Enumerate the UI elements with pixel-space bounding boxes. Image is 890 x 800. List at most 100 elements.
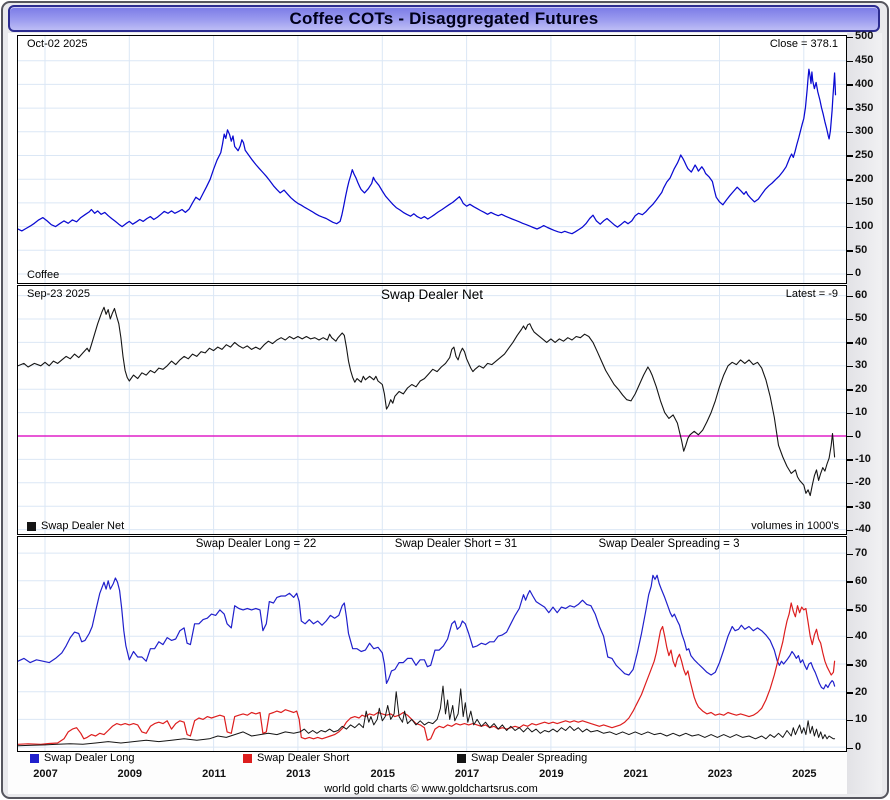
legend-item-swap-dealer-spreading: Swap Dealer Spreading: [457, 752, 587, 764]
legend-label: Swap Dealer Spreading: [471, 752, 588, 764]
y-tick-label: 10: [855, 406, 868, 419]
y-tick-label: 0: [855, 741, 862, 754]
x-tick-label-2011: 2011: [202, 768, 227, 780]
price-panel[interactable]: Oct-02 2025 Close = 378.1 Coffee: [17, 35, 847, 284]
x-tick-label-2009: 2009: [117, 768, 143, 780]
y-tick: [846, 84, 853, 86]
y-tick: [846, 506, 853, 508]
y-tick-label: 0: [855, 267, 862, 280]
y-tick: [846, 318, 853, 321]
positions-panel[interactable]: Swap Dealer Long = 22 Swap Dealer Short …: [17, 536, 847, 752]
legend-swatch: [243, 753, 252, 763]
x-tick-label-2021: 2021: [623, 768, 648, 780]
x-tick-label-2017: 2017: [454, 768, 480, 780]
y-tick-label: 0: [855, 429, 862, 442]
y-tick-label: 100: [855, 220, 874, 233]
net-panel[interactable]: Sep-23 2025 Swap Dealer Net Latest = -9 …: [17, 285, 847, 535]
y-tick: [846, 179, 853, 181]
y-tick-label: 450: [855, 54, 874, 67]
page-title: Coffee COTs - Disaggregated Futures: [289, 9, 599, 28]
price-symbol-label: Coffee: [27, 269, 60, 281]
title-bar: Coffee COTs - Disaggregated Futures: [8, 5, 880, 32]
y-tick: [846, 226, 853, 229]
y-tick-label: -20: [855, 476, 871, 489]
legend-item-swap-dealer-long: Swap Dealer Long: [30, 752, 135, 764]
y-tick-label: 10: [855, 713, 868, 726]
net-date-label: Sep-23 2025: [27, 288, 90, 300]
short-value-label: Swap Dealer Short = 31: [394, 538, 518, 550]
coffee-line: [18, 68, 837, 235]
y-tick-label: 40: [855, 335, 868, 348]
y-tick-label: -10: [855, 452, 871, 465]
y-tick-label: 60: [855, 289, 868, 302]
y-tick: [846, 482, 853, 485]
y-tick: [846, 60, 853, 63]
y-tick: [846, 273, 853, 276]
y-tick-label: 20: [855, 382, 868, 395]
y-tick-label: 60: [855, 574, 868, 587]
swap-dealer-net-line: [18, 306, 836, 497]
x-tick-label-2007: 2007: [33, 768, 58, 780]
y-tick-label: 500: [855, 30, 874, 43]
y-tick: [846, 553, 853, 556]
swap-dealer-spreading-line: [18, 685, 836, 747]
y-tick-label: 50: [855, 602, 868, 615]
legend-swatch: [30, 753, 39, 763]
legend-item-swap-dealer-short: Swap Dealer Short: [243, 752, 349, 764]
y-tick-label: 30: [855, 657, 868, 670]
footer-credit: world gold charts © www.goldchartsrus.co…: [324, 783, 538, 795]
y-tick: [846, 435, 853, 438]
y-tick-label: 40: [855, 630, 868, 643]
x-tick-label-2019: 2019: [539, 768, 564, 780]
y-tick-label: 150: [855, 196, 874, 209]
x-tick-label-2015: 2015: [370, 768, 395, 780]
net-chart[interactable]: [18, 286, 846, 534]
y-tick-label: 300: [855, 125, 874, 138]
y-tick: [846, 108, 853, 110]
y-tick: [846, 664, 853, 666]
y-tick: [846, 636, 853, 639]
y-tick-label: 50: [855, 312, 868, 325]
net-legend: Swap Dealer Net: [27, 520, 124, 532]
y-tick-label: 30: [855, 359, 868, 372]
y-tick: [846, 155, 853, 157]
y-tick-label: 350: [855, 101, 874, 114]
y-tick-label: 50: [855, 243, 868, 256]
y-tick: [846, 36, 853, 39]
y-tick-label: -40: [855, 523, 871, 536]
price-chart[interactable]: [18, 36, 846, 283]
x-tick-label-2013: 2013: [286, 768, 311, 780]
y-tick: [846, 581, 853, 583]
y-tick: [846, 131, 853, 134]
net-legend-label: Swap Dealer Net: [41, 520, 125, 532]
swap-dealer-long-line: [18, 574, 836, 690]
y-tick-label: 200: [855, 172, 874, 185]
y-tick: [846, 692, 853, 694]
net-latest-label: Latest = -9: [785, 288, 838, 300]
x-tick-label-2023: 2023: [707, 768, 733, 780]
price-date-label: Oct-02 2025: [27, 38, 88, 50]
x-tick-label-2025: 2025: [792, 768, 817, 780]
y-tick: [846, 719, 853, 722]
legend-swatch: [457, 753, 466, 763]
positions-chart[interactable]: [18, 537, 846, 751]
swap-dealer-short-line: [18, 602, 836, 745]
y-tick: [846, 295, 853, 298]
y-tick: [846, 342, 853, 344]
net-panel-title: Swap Dealer Net: [380, 287, 484, 302]
y-tick: [846, 412, 853, 415]
legend-label: Swap Dealer Short: [257, 752, 350, 764]
y-tick: [846, 529, 853, 532]
y-tick: [846, 747, 853, 750]
y-tick-label: 70: [855, 547, 868, 560]
volumes-note: volumes in 1000's: [751, 520, 839, 532]
y-tick: [846, 609, 853, 611]
legend-label: Swap Dealer Long: [44, 752, 135, 764]
y-tick-label: -30: [855, 499, 871, 512]
y-tick-label: 250: [855, 148, 874, 161]
y-tick: [846, 202, 853, 205]
y-axis-strip: [847, 33, 882, 794]
price-close-label: Close = 378.1: [769, 38, 838, 50]
y-tick: [846, 459, 853, 461]
